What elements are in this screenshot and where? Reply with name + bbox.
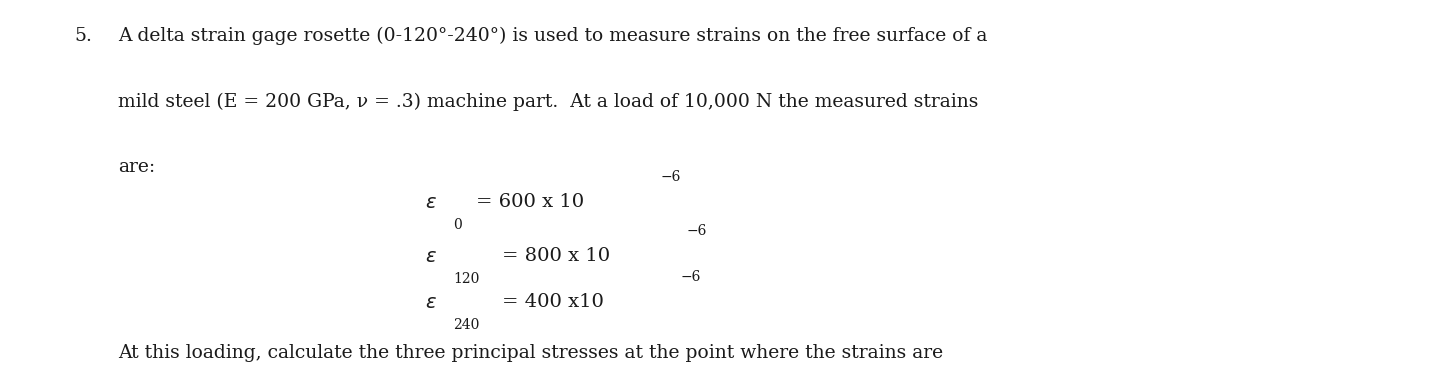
Text: A delta strain gage rosette (0-120°-240°) is used to measure strains on the free: A delta strain gage rosette (0-120°-240°… [118, 27, 987, 45]
Text: −6: −6 [686, 224, 707, 238]
Text: = 400 x10: = 400 x10 [502, 293, 604, 312]
Text: = 800 x 10: = 800 x 10 [502, 247, 610, 265]
Text: mild steel (E = 200 GPa, ν = .3) machine part.  At a load of 10,000 N the measur: mild steel (E = 200 GPa, ν = .3) machine… [118, 93, 979, 111]
Text: $\varepsilon$: $\varepsilon$ [425, 293, 436, 312]
Text: = 600 x 10: = 600 x 10 [476, 193, 584, 211]
Text: 0: 0 [453, 218, 462, 232]
Text: At this loading, calculate the three principal stresses at the point where the s: At this loading, calculate the three pri… [118, 344, 943, 362]
Text: are:: are: [118, 158, 155, 176]
Text: 120: 120 [453, 272, 479, 286]
Text: 240: 240 [453, 318, 479, 332]
Text: −6: −6 [681, 270, 701, 284]
Text: $\varepsilon$: $\varepsilon$ [425, 247, 436, 266]
Text: $\varepsilon$: $\varepsilon$ [425, 193, 436, 212]
Text: −6: −6 [661, 170, 681, 184]
Text: 5.: 5. [75, 27, 92, 45]
